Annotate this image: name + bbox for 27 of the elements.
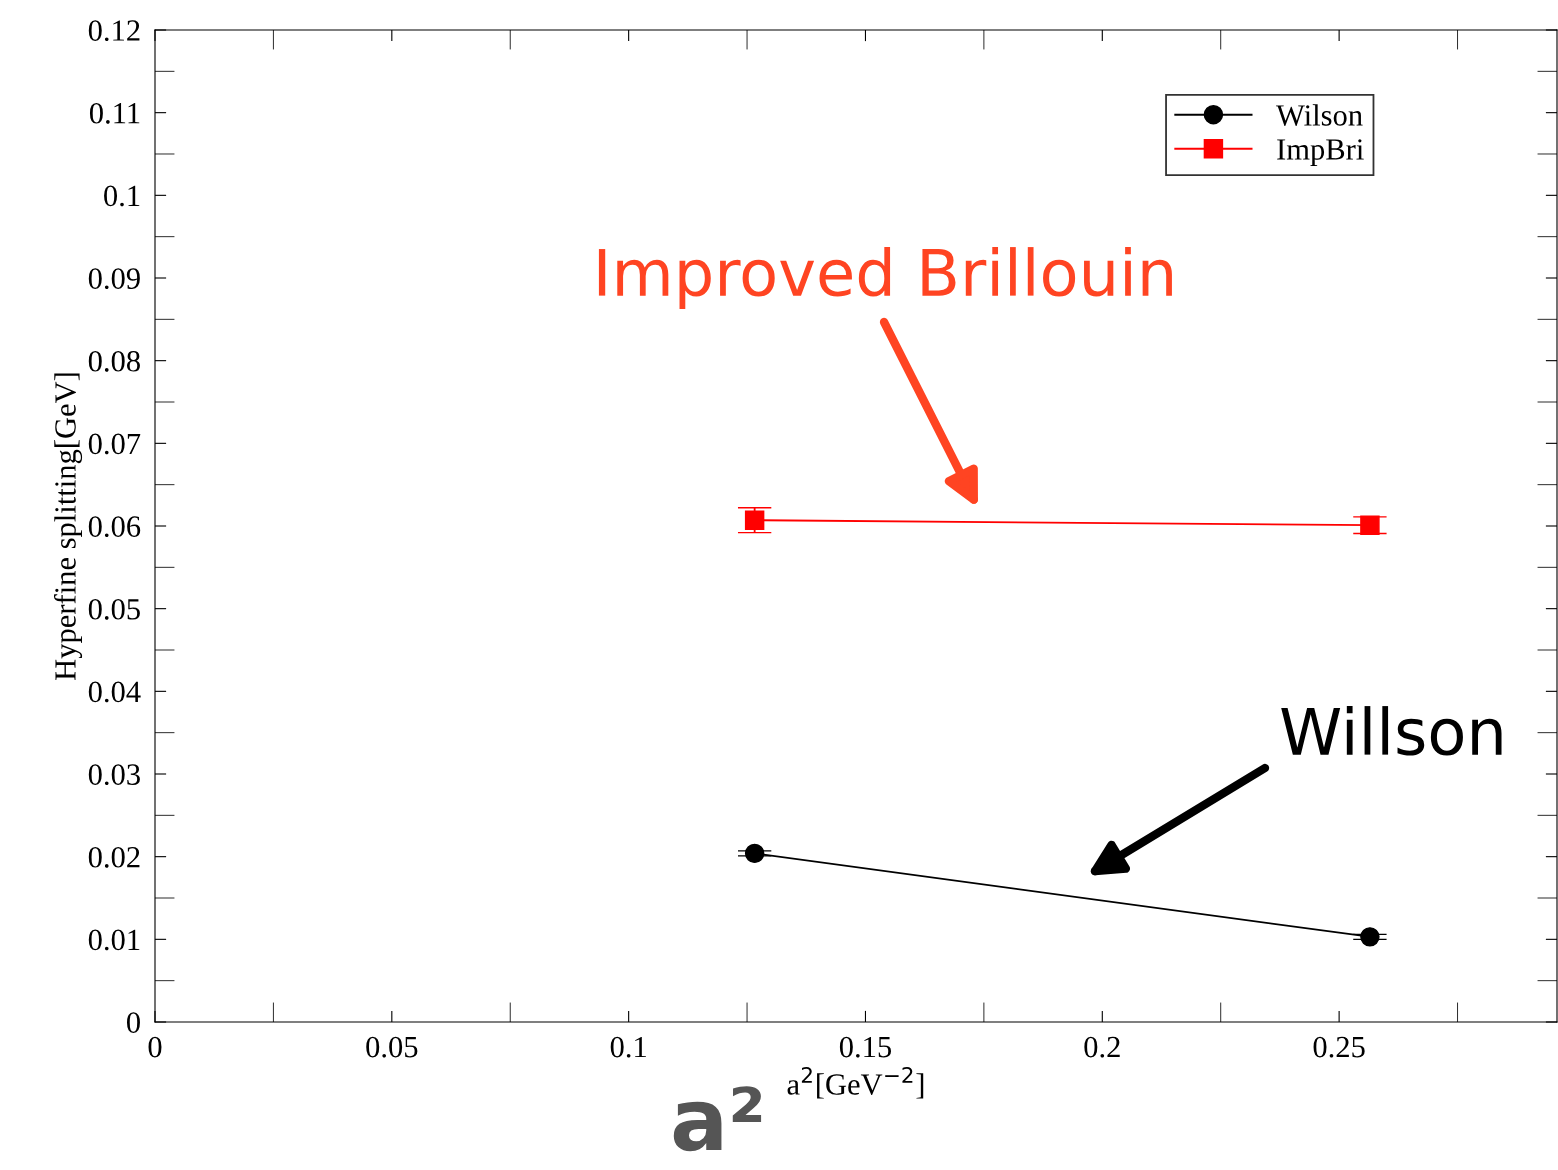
y-tick-label: 0.02: [88, 846, 140, 868]
y-tick-label: 0.07: [88, 433, 141, 455]
x-axis-title: a$^{2}$[GeV$^{−2}$]: [787, 1066, 924, 1099]
y-tick-label: 0.1: [104, 185, 140, 207]
y-tick-label: 0.06: [88, 516, 141, 538]
x-tick-label: 0.05: [366, 1036, 418, 1058]
y-tick-label: 0.04: [88, 681, 141, 703]
y-tick-label: 0.11: [89, 102, 140, 124]
annotation: Improved Brillouin: [598, 247, 1172, 309]
y-tick-label: 0: [127, 1012, 140, 1033]
x-tick-label: 0.15: [839, 1036, 892, 1058]
annotation: Willson: [1281, 706, 1502, 756]
x-tick-label: 0: [148, 1036, 162, 1058]
point: [744, 510, 765, 530]
y-tick-label: 0.08: [88, 350, 140, 372]
y-tick-label: 0.09: [88, 268, 140, 290]
legend-label: ImpBri: [1277, 139, 1364, 166]
y-tick-label: 0.01: [88, 929, 140, 951]
y-axis-title: Hyperfine splitting[GeV]: [53, 373, 83, 680]
legend-label: Wilson: [1276, 104, 1363, 126]
x-tick-label: 0.25: [1313, 1036, 1365, 1058]
x-tick-label: 0.2: [1084, 1036, 1120, 1058]
text: a²: [673, 1086, 762, 1152]
y-tick-label: 0.03: [88, 764, 140, 786]
y-tick-label: 0.12: [88, 20, 140, 42]
y-tick-label: 0.05: [88, 598, 140, 620]
x-tick-label: 0.1: [610, 1036, 646, 1058]
